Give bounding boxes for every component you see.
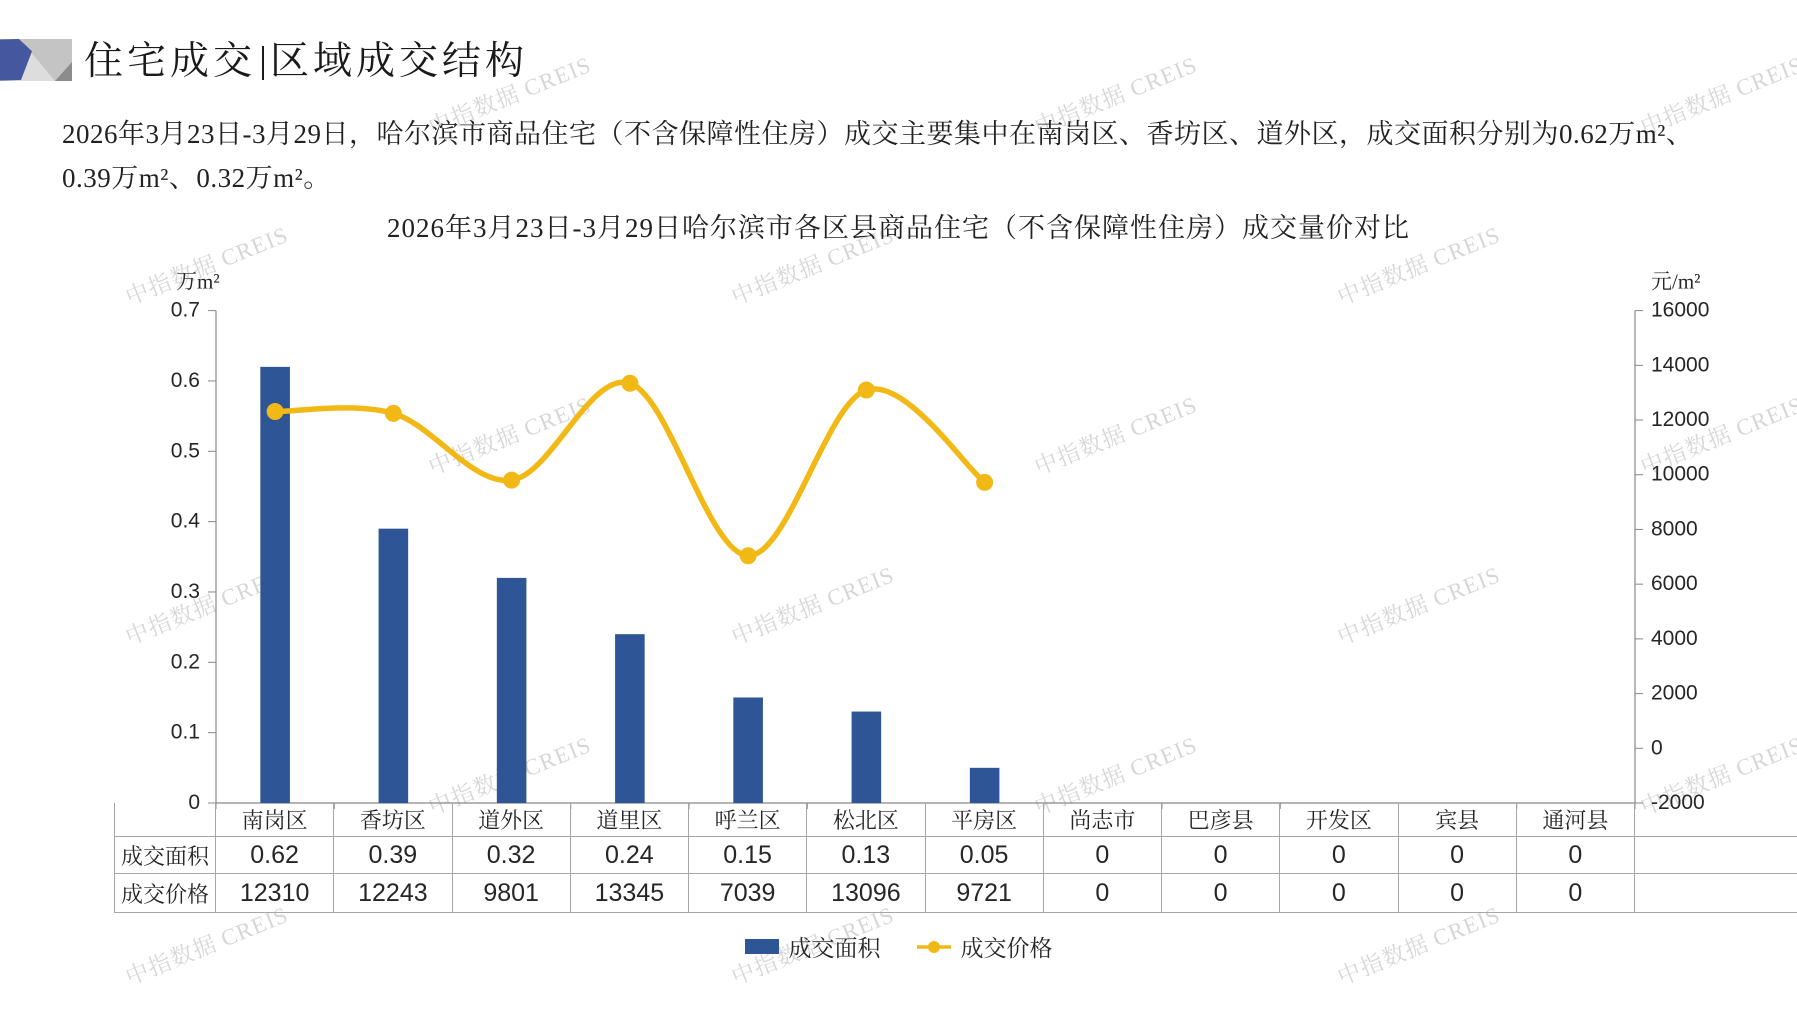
svg-text:万m²: 万m² bbox=[176, 270, 220, 294]
svg-text:0.4: 0.4 bbox=[171, 510, 201, 533]
svg-text:元/m²: 元/m² bbox=[1651, 270, 1700, 294]
svg-text:10000: 10000 bbox=[1651, 463, 1709, 486]
svg-text:4000: 4000 bbox=[1651, 627, 1698, 650]
svg-text:6000: 6000 bbox=[1651, 572, 1698, 595]
svg-text:0.6: 0.6 bbox=[171, 369, 200, 392]
svg-text:0: 0 bbox=[1651, 736, 1663, 759]
svg-text:14000: 14000 bbox=[1651, 353, 1709, 376]
svg-text:0.3: 0.3 bbox=[171, 580, 200, 603]
svg-text:0.5: 0.5 bbox=[171, 439, 200, 462]
svg-text:0.7: 0.7 bbox=[171, 299, 200, 322]
svg-text:12000: 12000 bbox=[1651, 408, 1709, 431]
svg-text:16000: 16000 bbox=[1651, 299, 1709, 322]
svg-text:2000: 2000 bbox=[1651, 682, 1698, 705]
svg-text:8000: 8000 bbox=[1651, 517, 1698, 540]
svg-text:0.2: 0.2 bbox=[171, 650, 200, 673]
svg-text:0.1: 0.1 bbox=[171, 721, 200, 744]
